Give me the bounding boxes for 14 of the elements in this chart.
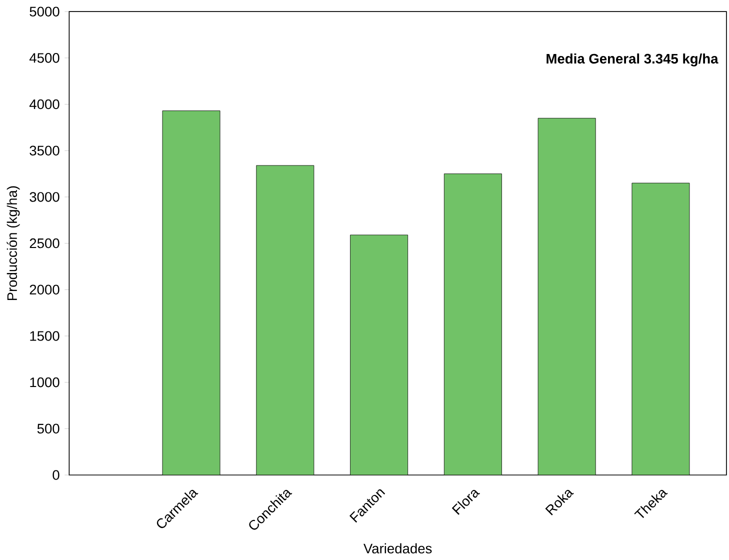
y-tick-label: 3000 — [30, 192, 60, 202]
y-tick-label: 500 — [37, 424, 60, 434]
y-tick-label: 3500 — [30, 146, 60, 156]
y-tick-label: 1000 — [30, 377, 60, 388]
y-tick-label: 1500 — [30, 331, 60, 341]
y-tick-label: 0 — [52, 470, 60, 480]
y-tick-label: 4500 — [29, 52, 60, 63]
y-tick-label: 5000 — [30, 6, 60, 16]
y-tick-label: 4000 — [29, 99, 60, 110]
y-axis-title: Producción (kg/ha) — [6, 186, 20, 300]
y-tick-label: 2000 — [30, 284, 60, 294]
y-tick-label: 2500 — [30, 238, 60, 248]
annotation: Media General 3.345 kg/ha — [546, 53, 718, 66]
x-axis-title: Variedades — [364, 543, 432, 554]
